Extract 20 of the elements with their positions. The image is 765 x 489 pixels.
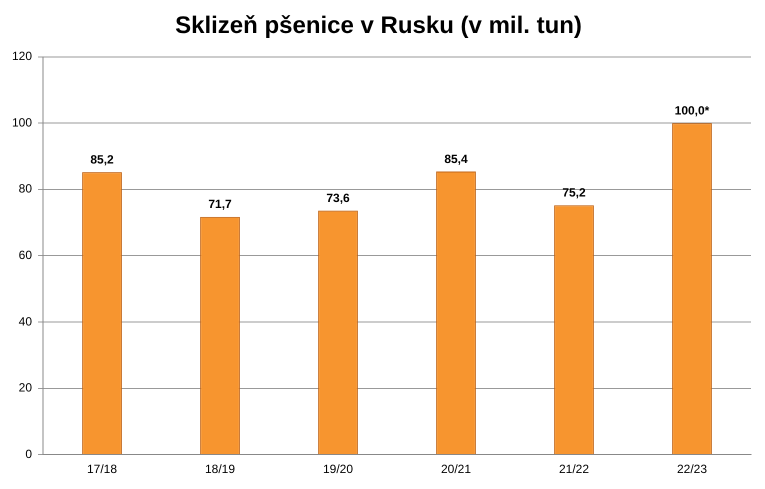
data-label: 73,6 — [326, 190, 350, 205]
data-label: 100,0* — [674, 103, 710, 118]
x-tick-label: 22/23 — [676, 462, 708, 476]
y-tick-label: 120 — [12, 49, 32, 64]
x-tick-label: 19/20 — [322, 462, 354, 476]
x-tick-label: 18/19 — [205, 462, 236, 476]
y-tick-label: 60 — [18, 248, 32, 262]
data-label: 85,2 — [90, 152, 114, 166]
y-tick-label: 80 — [18, 182, 32, 196]
data-label: 85,4 — [444, 152, 468, 166]
x-tick-label: 21/22 — [558, 462, 590, 476]
x-tick-label: 20/21 — [440, 462, 472, 476]
y-tick-label: 0 — [25, 446, 32, 461]
y-tick-label: 20 — [18, 380, 32, 395]
y-tick-label: 40 — [18, 314, 32, 328]
data-label: 75,2 — [562, 186, 586, 200]
data-label: 71,7 — [208, 197, 232, 212]
x-tick-label: 17/18 — [87, 462, 118, 476]
chart-title: Sklizeň pšenice v Rusku (v mil. tun) — [175, 12, 582, 40]
y-tick-label: 100 — [12, 115, 32, 130]
